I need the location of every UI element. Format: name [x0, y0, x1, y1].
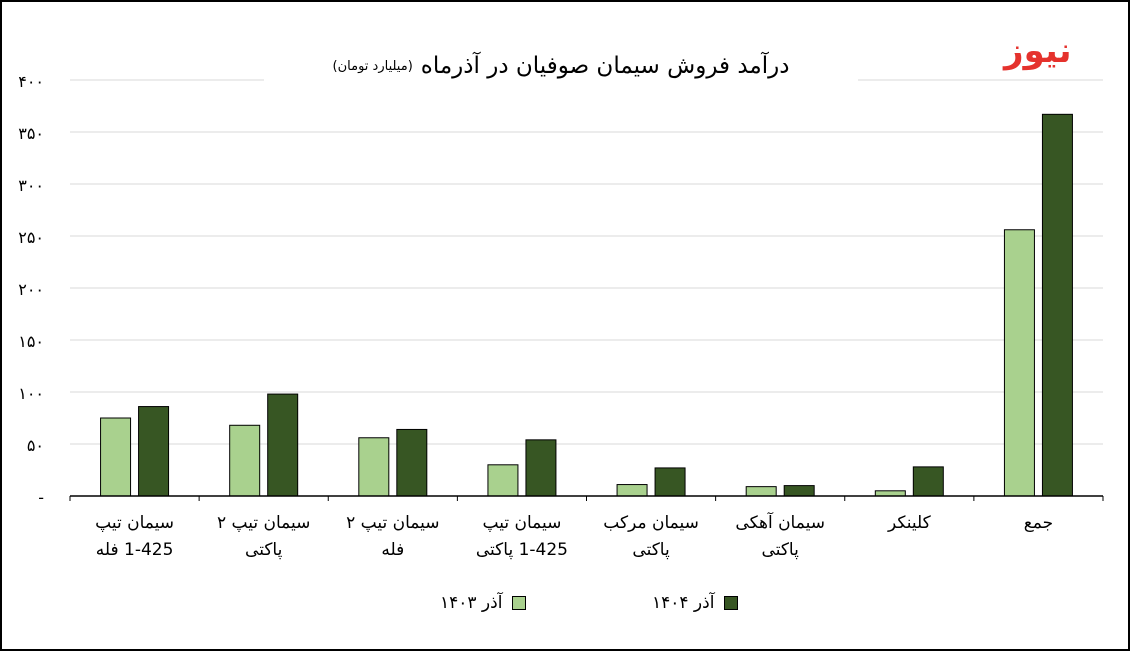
bar-1403	[874, 490, 906, 497]
bar-1403	[100, 417, 132, 497]
y-tick-label: ۱۵۰	[18, 332, 44, 351]
legend-label-1403: آذر ۱۴۰۳	[440, 593, 503, 613]
bar-1403	[487, 464, 519, 497]
logo-text-blue: تجارت	[1120, 27, 1122, 67]
bar-1403	[229, 424, 261, 497]
bar-1403	[616, 484, 648, 497]
legend-swatch-1403	[512, 596, 527, 610]
y-tick-label: -	[38, 488, 44, 507]
brand-logo: تجارت نیوز	[1002, 27, 1122, 71]
bar-1404	[1041, 113, 1073, 497]
y-tick-label: ۲۰۰	[18, 280, 44, 299]
category-label: سیمان تیپ 1-425 پاکتی	[475, 513, 568, 560]
y-tick-label: ۳۵۰	[18, 124, 44, 143]
legend-label-1404: آذر ۱۴۰۴	[652, 593, 715, 613]
bar-1404	[525, 439, 557, 497]
chart-subtitle: (میلیارد تومان)	[332, 58, 413, 74]
bar-1403	[358, 437, 390, 497]
logo-text-red: نیوز	[1002, 31, 1072, 71]
bar-1404	[912, 466, 944, 497]
bar-1404	[267, 393, 299, 497]
legend-item-1404: آذر ۱۴۰۴	[652, 591, 739, 615]
bar-1404	[138, 406, 170, 497]
chart-title: درآمد فروش سیمان صوفیان در آذرماه	[420, 53, 790, 79]
y-tick-label: ۵۰	[27, 436, 44, 455]
y-tick-label: ۱۰۰	[18, 384, 44, 403]
y-tick-label: ۲۵۰	[18, 228, 44, 247]
category-label: سیمان آهکی پاکتی	[735, 513, 825, 560]
bar-1404	[396, 428, 428, 497]
chart-title-box: درآمد فروش سیمان صوفیان در آذرماه (میلیا…	[264, 44, 858, 88]
category-label: کلینکر	[887, 513, 931, 533]
bar-1403	[1003, 229, 1035, 497]
y-tick-label: ۳۰۰	[18, 176, 44, 195]
category-label: سیمان تیپ ۲ پاکتی	[217, 513, 311, 560]
category-label: سیمان تیپ 1-425 فله	[95, 513, 174, 560]
bar-1403	[745, 486, 777, 497]
legend-swatch-1404	[724, 596, 739, 610]
bar-1404	[783, 485, 815, 497]
category-label: سیمان تیپ ۲ فله	[346, 513, 440, 560]
legend-item-1403: آذر ۱۴۰۳	[440, 591, 527, 615]
y-tick-label: ۴۰۰	[18, 72, 44, 91]
bar-1404	[654, 467, 686, 497]
category-label: جمع	[1023, 513, 1054, 533]
category-label: سیمان مرکب پاکتی	[603, 513, 699, 560]
